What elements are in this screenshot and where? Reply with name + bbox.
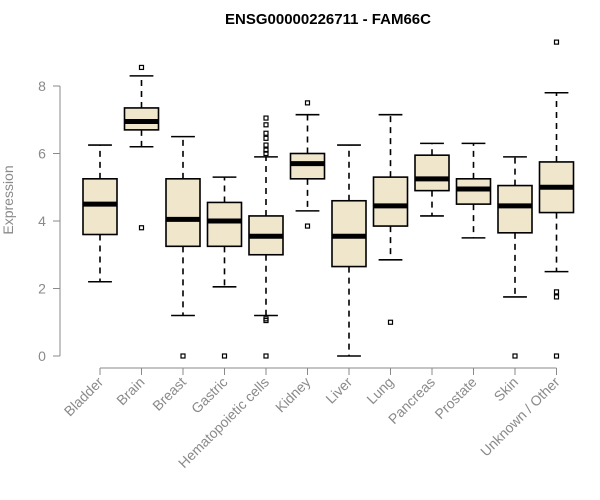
iqr-box [206, 201, 243, 248]
outlier-point [553, 39, 560, 45]
outlier-point [263, 316, 269, 322]
iqr-box [289, 152, 326, 180]
box-group-2 [123, 64, 160, 231]
x-tick-label: Kidney [272, 374, 314, 416]
y-axis: 0 2 4 6 8 [38, 78, 61, 364]
iqr-box [123, 107, 160, 131]
outlier-point [221, 353, 228, 359]
x-tick-label: Prostate [431, 374, 479, 422]
iqr-box [455, 178, 492, 205]
iqr-box [165, 178, 201, 248]
x-tick-label: Lung [363, 374, 396, 407]
x-tick-label: Bladder [61, 374, 107, 420]
boxes-layer [82, 39, 575, 359]
outlier-point [512, 353, 518, 359]
x-tick-label: Breast [149, 374, 189, 414]
outlier-point [263, 122, 269, 128]
outlier-point [180, 353, 186, 359]
box-group-4 [206, 176, 243, 359]
outlier-point [263, 353, 269, 359]
x-tick-label: Liver [322, 374, 355, 407]
outlier-point [387, 319, 394, 325]
box-group-8 [372, 113, 409, 325]
y-tick-label: 8 [38, 78, 46, 94]
x-tick-label: Unknown / Other [477, 374, 563, 460]
outlier-point [263, 147, 269, 153]
iqr-box [414, 154, 450, 192]
box-group-12 [538, 39, 575, 359]
y-axis-label: Expression [0, 165, 16, 234]
box-group-7 [331, 144, 367, 357]
outlier-point [263, 135, 269, 141]
outlier-point [304, 223, 311, 229]
outlier-point [263, 115, 269, 121]
iqr-box [372, 176, 409, 227]
outlier-point [263, 142, 269, 148]
box-group-1 [82, 144, 118, 283]
y-tick-label: 4 [38, 213, 46, 229]
iqr-box [497, 184, 533, 234]
outlier-point [553, 294, 560, 300]
y-tick-label: 6 [38, 146, 46, 162]
box-group-3 [165, 135, 201, 359]
iqr-box [82, 178, 118, 236]
box-group-5 [248, 115, 284, 359]
x-tick-label: Brain [113, 374, 147, 408]
outlier-point [263, 130, 269, 136]
chart-title: ENSG00000226711 - FAM66C [225, 11, 431, 28]
box-group-10 [455, 142, 492, 239]
box-group-11 [497, 156, 533, 359]
box-group-9 [414, 142, 450, 217]
outlier-point [553, 289, 560, 295]
outlier-point [263, 150, 269, 157]
outlier-point [304, 100, 311, 106]
y-tick-label: 2 [38, 281, 46, 297]
outlier-point [138, 64, 145, 71]
y-tick-label: 0 [38, 348, 46, 364]
outlier-point [553, 353, 560, 359]
iqr-box [331, 199, 367, 268]
box-group-6 [289, 100, 326, 229]
x-tick-label: Skin [491, 374, 522, 405]
outlier-point [138, 225, 145, 231]
